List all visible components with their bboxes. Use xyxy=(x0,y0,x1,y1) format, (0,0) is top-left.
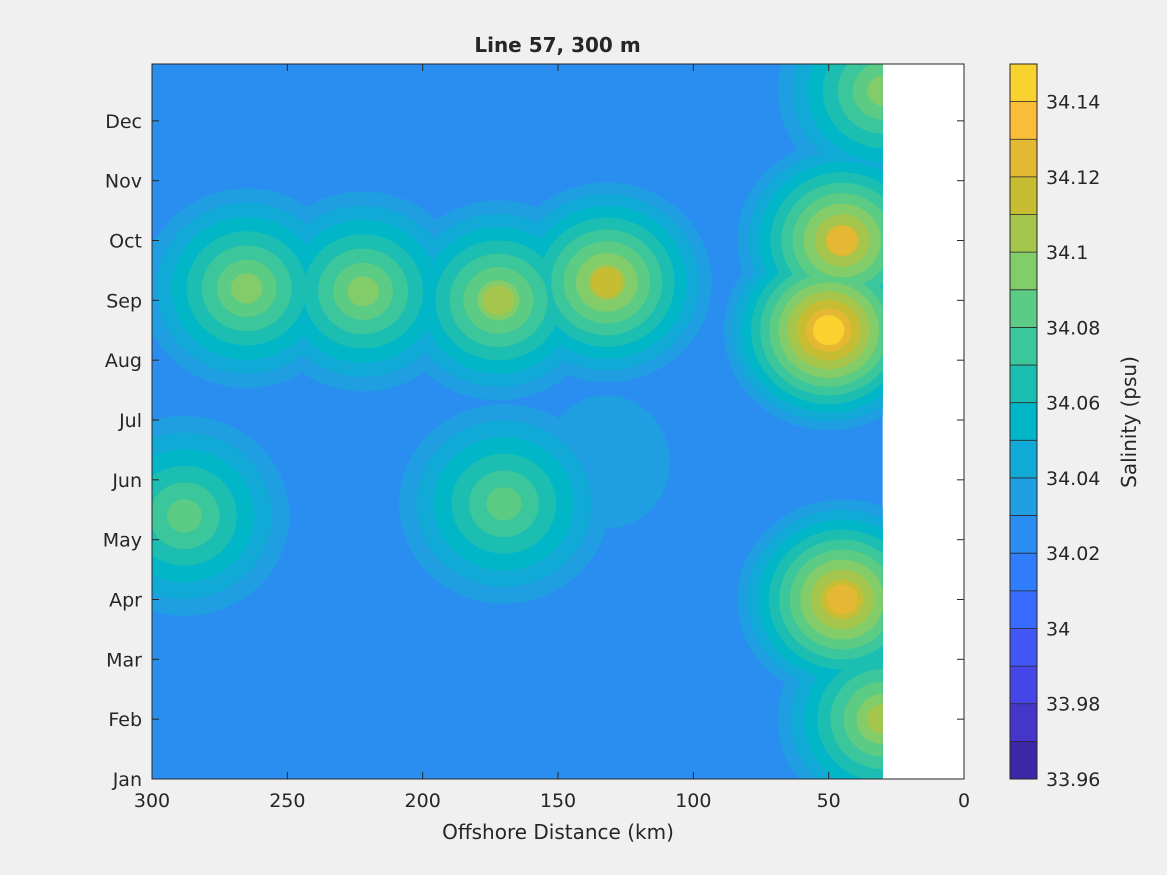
colorbar-band xyxy=(1010,176,1037,215)
y-tick-label: May xyxy=(103,530,142,552)
y-tick-label: Sep xyxy=(106,290,142,312)
colorbar-band xyxy=(1010,666,1037,704)
salinity-contour-band xyxy=(826,584,858,615)
x-tick-label: 150 xyxy=(540,790,576,812)
x-axis: 300 250 200 150 100 50 0 xyxy=(134,64,970,812)
x-tick-label: 200 xyxy=(405,790,441,812)
colorbar-band xyxy=(1010,64,1037,102)
x-tick-label: 100 xyxy=(675,790,711,812)
colorbar-band xyxy=(1010,402,1037,441)
y-tick-label: Oct xyxy=(109,231,142,253)
y-tick-label: Jun xyxy=(111,470,142,492)
colorbar-band xyxy=(1010,365,1037,403)
y-tick-label: Dec xyxy=(105,111,142,133)
colorbar-band xyxy=(1010,101,1037,140)
salinity-contour-band xyxy=(166,499,202,533)
colorbar: 33.96 33.98 34 34.02 34.04 34.06 34.08 34.1 34.1… xyxy=(1009,63,1100,791)
x-axis-label: Offshore Distance (km) xyxy=(442,820,674,844)
colorbar-band xyxy=(1010,553,1037,591)
colorbar-band xyxy=(1010,440,1037,478)
x-tick-label: 250 xyxy=(269,790,305,812)
y-tick-label: Feb xyxy=(108,709,142,731)
colorbar-label: Salinity (psu) xyxy=(1117,356,1141,488)
colorbar-band xyxy=(1010,252,1037,290)
salinity-contour-band xyxy=(347,276,379,307)
colorbar-band xyxy=(1010,214,1037,253)
y-tick-label: Apr xyxy=(109,590,142,612)
y-tick-label: Aug xyxy=(105,350,142,372)
chart-title: Line 57, 300 m xyxy=(474,33,640,57)
y-tick-label: Mar xyxy=(106,649,142,671)
salinity-contour-band xyxy=(152,592,241,762)
colorbar-tick-label: 34.04 xyxy=(1046,468,1100,490)
salinity-contour-band xyxy=(590,267,623,298)
colorbar-band xyxy=(1010,590,1037,629)
x-tick-label: 300 xyxy=(134,790,170,812)
colorbar-tick-label: 34.06 xyxy=(1046,393,1100,415)
colorbar-band xyxy=(1010,741,1037,779)
x-tick-label: 0 xyxy=(958,790,970,812)
colorbar-band xyxy=(1010,139,1037,177)
colorbar-tick-label: 34.1 xyxy=(1046,242,1088,264)
colorbar-band xyxy=(1010,703,1037,742)
y-tick-label: Jan xyxy=(112,769,142,791)
salinity-contour-band xyxy=(152,66,210,140)
colorbar-tick-label: 34.02 xyxy=(1046,543,1100,565)
x-tick-label: 50 xyxy=(817,790,841,812)
salinity-contour-band xyxy=(486,487,522,521)
colorbar-tick-label: 34.12 xyxy=(1046,167,1100,189)
colorbar-band xyxy=(1010,515,1037,554)
salinity-contour-band xyxy=(867,75,883,106)
colorbar-band xyxy=(1010,327,1037,366)
y-axis: Jan Feb Mar Apr May Jun Jul Aug Sep Oct Nov Dec xyxy=(103,111,964,791)
y-tick-label: Jul xyxy=(118,410,142,432)
salinity-contour-band xyxy=(826,225,858,256)
colorbar-band xyxy=(1010,289,1037,328)
salinity-contour-band xyxy=(230,273,263,304)
colorbar-tick-label: 33.96 xyxy=(1046,769,1100,791)
colorbar-tick-label: 34 xyxy=(1046,618,1070,640)
salinity-contour-band xyxy=(812,315,845,346)
salinity-field xyxy=(152,64,883,779)
colorbar-tick-label: 34.08 xyxy=(1046,317,1100,339)
colorbar-band xyxy=(1010,477,1037,516)
colorbar-frame xyxy=(1009,63,1038,780)
salinity-contour-band xyxy=(482,285,515,316)
colorbar-band xyxy=(1010,628,1037,667)
y-tick-label: Nov xyxy=(105,171,142,193)
salinity-contour-band xyxy=(275,612,435,766)
colorbar-tick-label: 34.14 xyxy=(1046,92,1100,114)
colorbar-tick-label: 33.98 xyxy=(1046,694,1100,716)
salinity-contour-band xyxy=(867,704,883,735)
